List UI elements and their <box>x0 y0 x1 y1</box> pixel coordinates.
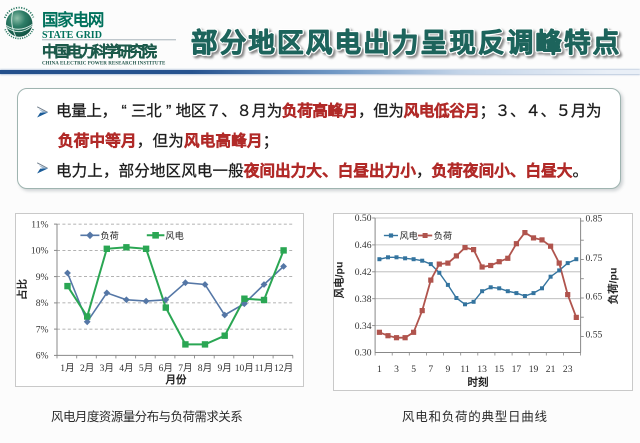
svg-text:0.50: 0.50 <box>355 213 372 224</box>
svg-text:8月: 8月 <box>198 363 212 374</box>
svg-text:1月: 1月 <box>60 363 74 374</box>
svg-text:10%: 10% <box>31 246 49 257</box>
svg-text:0.42: 0.42 <box>355 267 372 278</box>
svg-text:0.75: 0.75 <box>586 253 603 264</box>
svg-text:4月: 4月 <box>119 363 133 374</box>
svg-text:7月: 7月 <box>178 363 192 374</box>
svg-text:部分地区风电出力呈现反调峰特点: 部分地区风电出力呈现反调峰特点 <box>191 28 622 58</box>
svg-text:17: 17 <box>512 364 522 375</box>
svg-text:中国电力科学研究院: 中国电力科学研究院 <box>42 42 157 60</box>
svg-text:1: 1 <box>377 364 382 375</box>
svg-text:STATE GRID: STATE GRID <box>42 30 102 41</box>
svg-text:月份: 月份 <box>165 373 187 386</box>
svg-text:21: 21 <box>546 364 556 375</box>
svg-text:8%: 8% <box>36 298 49 309</box>
svg-text:7%: 7% <box>36 324 49 335</box>
svg-text:CHINA ELECTRIC POWER RESEARCH: CHINA ELECTRIC POWER RESEARCH INSTITUTE <box>42 61 166 66</box>
svg-text:风电: 风电 <box>400 230 418 241</box>
svg-text:部分地区风电出力呈现反调峰特点: 部分地区风电出力呈现反调峰特点 <box>191 28 622 58</box>
svg-text:11月: 11月 <box>255 363 274 374</box>
svg-text:负荷: 负荷 <box>101 230 119 241</box>
svg-text:2月: 2月 <box>80 363 94 374</box>
svg-text:风电/pu: 风电/pu <box>333 262 346 299</box>
svg-text:0.55: 0.55 <box>586 330 603 341</box>
svg-text:19: 19 <box>529 364 539 375</box>
svg-text:0.85: 0.85 <box>586 214 603 225</box>
svg-text:9%: 9% <box>36 272 49 283</box>
svg-text:风电: 风电 <box>165 230 183 241</box>
svg-text:23: 23 <box>563 364 573 375</box>
svg-text:国家电网: 国家电网 <box>42 10 104 30</box>
svg-text:负荷: 负荷 <box>434 230 452 241</box>
svg-text:0.65: 0.65 <box>586 292 603 303</box>
svg-text:15: 15 <box>494 364 504 375</box>
svg-text:时刻: 时刻 <box>468 376 489 389</box>
svg-text:占比: 占比 <box>16 279 29 300</box>
svg-text:5月: 5月 <box>139 363 153 374</box>
svg-text:6月: 6月 <box>159 363 173 374</box>
svg-text:3月: 3月 <box>100 363 114 374</box>
svg-text:0.46: 0.46 <box>355 240 372 251</box>
svg-text:5: 5 <box>411 364 416 375</box>
svg-text:7: 7 <box>428 364 433 375</box>
svg-text:10月: 10月 <box>235 363 254 374</box>
svg-text:13: 13 <box>477 364 487 375</box>
svg-text:11: 11 <box>460 364 469 375</box>
svg-text:9: 9 <box>446 364 451 375</box>
svg-text:0.34: 0.34 <box>355 321 372 332</box>
svg-text:负荷/pu: 负荷/pu <box>607 268 620 305</box>
svg-text:9月: 9月 <box>218 363 232 374</box>
svg-text:12月: 12月 <box>274 363 293 374</box>
svg-text:0.30: 0.30 <box>355 348 372 359</box>
svg-text:11%: 11% <box>31 219 48 230</box>
svg-text:6%: 6% <box>36 351 49 362</box>
svg-text:0.38: 0.38 <box>355 294 372 305</box>
svg-text:3: 3 <box>394 364 399 375</box>
